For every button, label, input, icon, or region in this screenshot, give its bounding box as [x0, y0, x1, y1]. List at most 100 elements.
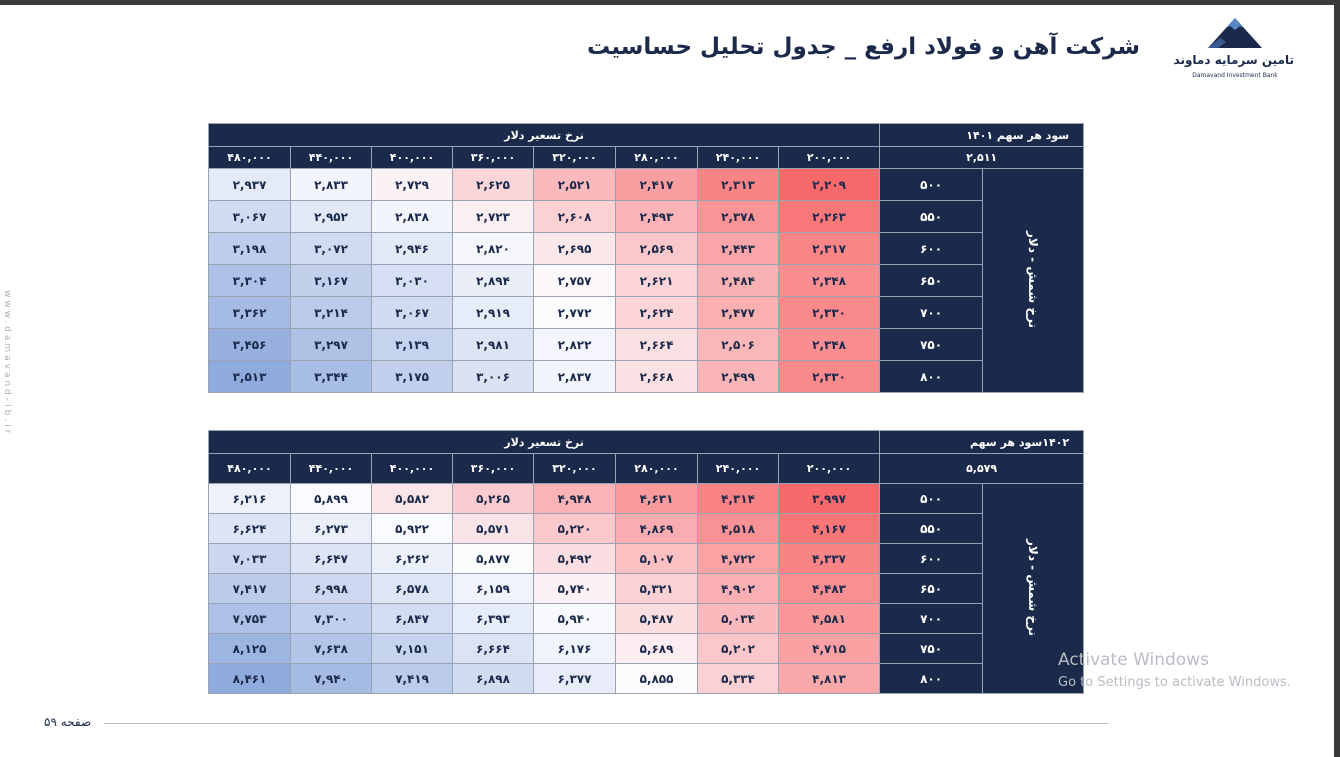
- sensitivity-cell: ۳,۲۹۷: [290, 328, 372, 361]
- ingot-rate-label: ۷۰۰: [879, 296, 984, 329]
- ingot-rate-label: ۷۵۰: [879, 633, 984, 664]
- sensitivity-cell: ۲,۹۱۹: [452, 296, 534, 329]
- sensitivity-cell: ۳,۱۹۸: [208, 232, 291, 265]
- sensitivity-cell: ۴,۱۶۷: [777, 513, 881, 544]
- fx-column-header: ۴۰۰,۰۰۰: [371, 146, 453, 169]
- sensitivity-cell: ۴,۴۸۳: [777, 573, 881, 604]
- sensitivity-cell: ۲,۹۵۲: [290, 200, 372, 233]
- sensitivity-cell: ۶,۲۶۲: [371, 543, 453, 574]
- sensitivity-cell: ۵,۰۳۴: [697, 603, 779, 634]
- table-row: ۳,۳۶۲ ۳,۲۱۴ ۳,۰۶۷ ۲,۹۱۹ ۲,۷۷۲ ۲,۶۲۴ ۲,۴۷…: [208, 296, 1084, 329]
- sensitivity-cell: ۷,۴۱۹: [371, 663, 453, 694]
- sensitivity-cell: ۵,۵۷۱: [452, 513, 534, 544]
- table-row: ۷,۰۳۳ ۶,۶۴۷ ۶,۲۶۲ ۵,۸۷۷ ۵,۴۹۲ ۵,۱۰۷ ۴,۷۲…: [208, 543, 1084, 574]
- sensitivity-cell: ۴,۵۱۸: [697, 513, 779, 544]
- fx-column-header: ۴۸۰,۰۰۰: [208, 453, 291, 484]
- sensitivity-cell: ۳,۱۷۵: [371, 360, 453, 393]
- logo-name-fa: تامین سرمایه دماوند: [1173, 53, 1294, 67]
- sensitivity-cell: ۲,۶۶۴: [615, 328, 698, 361]
- fx-column-header: ۳۲۰,۰۰۰: [533, 146, 616, 169]
- eps-label: ۱۴۰۲سود هر سهم: [879, 430, 1085, 454]
- sensitivity-cell: ۷,۰۳۳: [208, 543, 291, 574]
- fx-column-header: ۲۸۰,۰۰۰: [615, 146, 698, 169]
- sensitivity-cell: ۴,۸۶۹: [615, 513, 698, 544]
- ingot-rate-label: ۶۵۰: [879, 573, 984, 604]
- sensitivity-cell: ۴,۷۱۵: [777, 633, 881, 664]
- sensitivity-cell: ۶,۶۶۴: [452, 633, 534, 664]
- table-row: ۳,۴۵۶ ۳,۲۹۷ ۳,۱۳۹ ۲,۹۸۱ ۲,۸۲۲ ۲,۶۶۴ ۲,۵۰…: [208, 328, 1084, 361]
- sensitivity-cell: ۲,۷۵۷: [533, 264, 616, 297]
- sensitivity-cell: ۶,۳۷۷: [533, 663, 616, 694]
- sensitivity-cell: ۲,۸۲۰: [452, 232, 534, 265]
- sensitivity-cell: ۷,۱۵۱: [371, 633, 453, 664]
- sensitivity-cell: ۲,۵۰۶: [697, 328, 779, 361]
- sensitivity-cell: ۵,۴۸۷: [615, 603, 698, 634]
- sensitivity-cell: ۵,۷۴۰: [533, 573, 616, 604]
- sensitivity-cell: ۲,۴۹۳: [615, 200, 698, 233]
- sensitivity-cell: ۳,۰۶۷: [371, 296, 453, 329]
- sensitivity-cell: ۲,۹۴۶: [371, 232, 453, 265]
- table-row: ۳,۳۰۴ ۳,۱۶۷ ۳,۰۳۰ ۲,۸۹۴ ۲,۷۵۷ ۲,۶۲۱ ۲,۴۸…: [208, 264, 1084, 297]
- sensitivity-cell: ۵,۸۵۵: [615, 663, 698, 694]
- sensitivity-cell: ۵,۹۴۰: [533, 603, 616, 634]
- sensitivity-cell: ۳,۹۹۷: [777, 483, 881, 514]
- sensitivity-cell: ۲,۴۱۷: [615, 168, 698, 201]
- sensitivity-cell: ۴,۳۱۴: [697, 483, 779, 514]
- fx-column-header: ۲۰۰,۰۰۰: [777, 146, 881, 169]
- ingot-price-header-text: نرخ شمش - دلار: [1026, 538, 1041, 636]
- sensitivity-cell: ۲,۸۳۷: [533, 360, 616, 393]
- sensitivity-cell: ۶,۵۷۸: [371, 573, 453, 604]
- sensitivity-cell: ۲,۶۲۴: [615, 296, 698, 329]
- fx-column-header: ۳۶۰,۰۰۰: [452, 146, 534, 169]
- sensitivity-cell: ۴,۵۸۱: [777, 603, 881, 634]
- fx-column-header: ۴۴۰,۰۰۰: [290, 453, 372, 484]
- ingot-price-header: نرخ شمش - دلار: [982, 168, 1085, 393]
- sensitivity-cell: ۲,۲۶۳: [777, 200, 881, 233]
- sensitivity-cell: ۵,۲۶۵: [452, 483, 534, 514]
- sensitivity-cell: ۶,۸۹۸: [452, 663, 534, 694]
- sensitivity-cell: ۶,۱۵۹: [452, 573, 534, 604]
- window-top-bar: [0, 0, 1340, 5]
- table-row: ۷,۷۵۳ ۷,۳۰۰ ۶,۸۴۷ ۶,۳۹۳ ۵,۹۴۰ ۵,۴۸۷ ۵,۰۳…: [208, 603, 1084, 634]
- sensitivity-cell: ۲,۴۴۳: [697, 232, 779, 265]
- sensitivity-cell: ۳,۱۶۷: [290, 264, 372, 297]
- page-number: صفحه ۵۹: [44, 715, 92, 729]
- sensitivity-cell: ۲,۳۱۷: [777, 232, 881, 265]
- sensitivity-cell: ۵,۹۲۲: [371, 513, 453, 544]
- sensitivity-cell: ۲,۶۲۵: [452, 168, 534, 201]
- ingot-rate-label: ۶۵۰: [879, 264, 984, 297]
- sensitivity-cell: ۴,۶۳۱: [615, 483, 698, 514]
- ingot-rate-label: ۷۰۰: [879, 603, 984, 634]
- sensitivity-table-1402: نرخ تسعیر دلار ۱۴۰۲سود هر سهم ۴۸۰,۰۰۰ ۴۴…: [207, 430, 1085, 694]
- sensitivity-cell: ۲,۷۷۲: [533, 296, 616, 329]
- sensitivity-cell: ۲,۴۹۹: [697, 360, 779, 393]
- sensitivity-cell: ۲,۸۳۸: [371, 200, 453, 233]
- sensitivity-cell: ۶,۱۷۶: [533, 633, 616, 664]
- fx-column-header: ۳۶۰,۰۰۰: [452, 453, 534, 484]
- sensitivity-cell: ۲,۸۲۲: [533, 328, 616, 361]
- fx-column-header: ۲۴۰,۰۰۰: [697, 146, 779, 169]
- sensitivity-cell: ۴,۸۱۳: [777, 663, 881, 694]
- ingot-rate-label: ۸۰۰: [879, 360, 984, 393]
- sensitivity-cell: ۳,۳۴۴: [290, 360, 372, 393]
- sensitivity-cell: ۲,۹۸۱: [452, 328, 534, 361]
- sensitivity-cell: ۴,۹۰۲: [697, 573, 779, 604]
- fx-column-header: ۴۴۰,۰۰۰: [290, 146, 372, 169]
- sensitivity-cell: ۲,۶۲۱: [615, 264, 698, 297]
- sensitivity-cell: ۲,۷۲۹: [371, 168, 453, 201]
- ingot-rate-label: ۶۰۰: [879, 232, 984, 265]
- sensitivity-cell: ۵,۵۸۲: [371, 483, 453, 514]
- table-row: ۶,۲۱۶ ۵,۸۹۹ ۵,۵۸۲ ۵,۲۶۵ ۴,۹۴۸ ۴,۶۳۱ ۴,۳۱…: [208, 483, 1085, 694]
- sensitivity-cell: ۵,۱۰۷: [615, 543, 698, 574]
- sensitivity-cell: ۲,۸۳۳: [290, 168, 372, 201]
- sensitivity-cell: ۵,۸۷۷: [452, 543, 534, 574]
- sensitivity-cell: ۵,۳۳۴: [697, 663, 779, 694]
- ingot-rate-label: ۵۵۰: [879, 513, 984, 544]
- ingot-rate-label: ۶۰۰: [879, 543, 984, 574]
- sensitivity-cell: ۲,۷۲۳: [452, 200, 534, 233]
- sensitivity-cell: ۲,۵۲۱: [533, 168, 616, 201]
- sensitivity-cell: ۳,۳۰۴: [208, 264, 291, 297]
- sensitivity-cell: ۳,۰۰۶: [452, 360, 534, 393]
- ingot-price-header: نرخ شمش - دلار: [982, 483, 1085, 694]
- sensitivity-table-1401: نرخ تسعیر دلار سود هر سهم ۱۴۰۱ ۴۸۰,۰۰۰ ۴…: [207, 123, 1085, 393]
